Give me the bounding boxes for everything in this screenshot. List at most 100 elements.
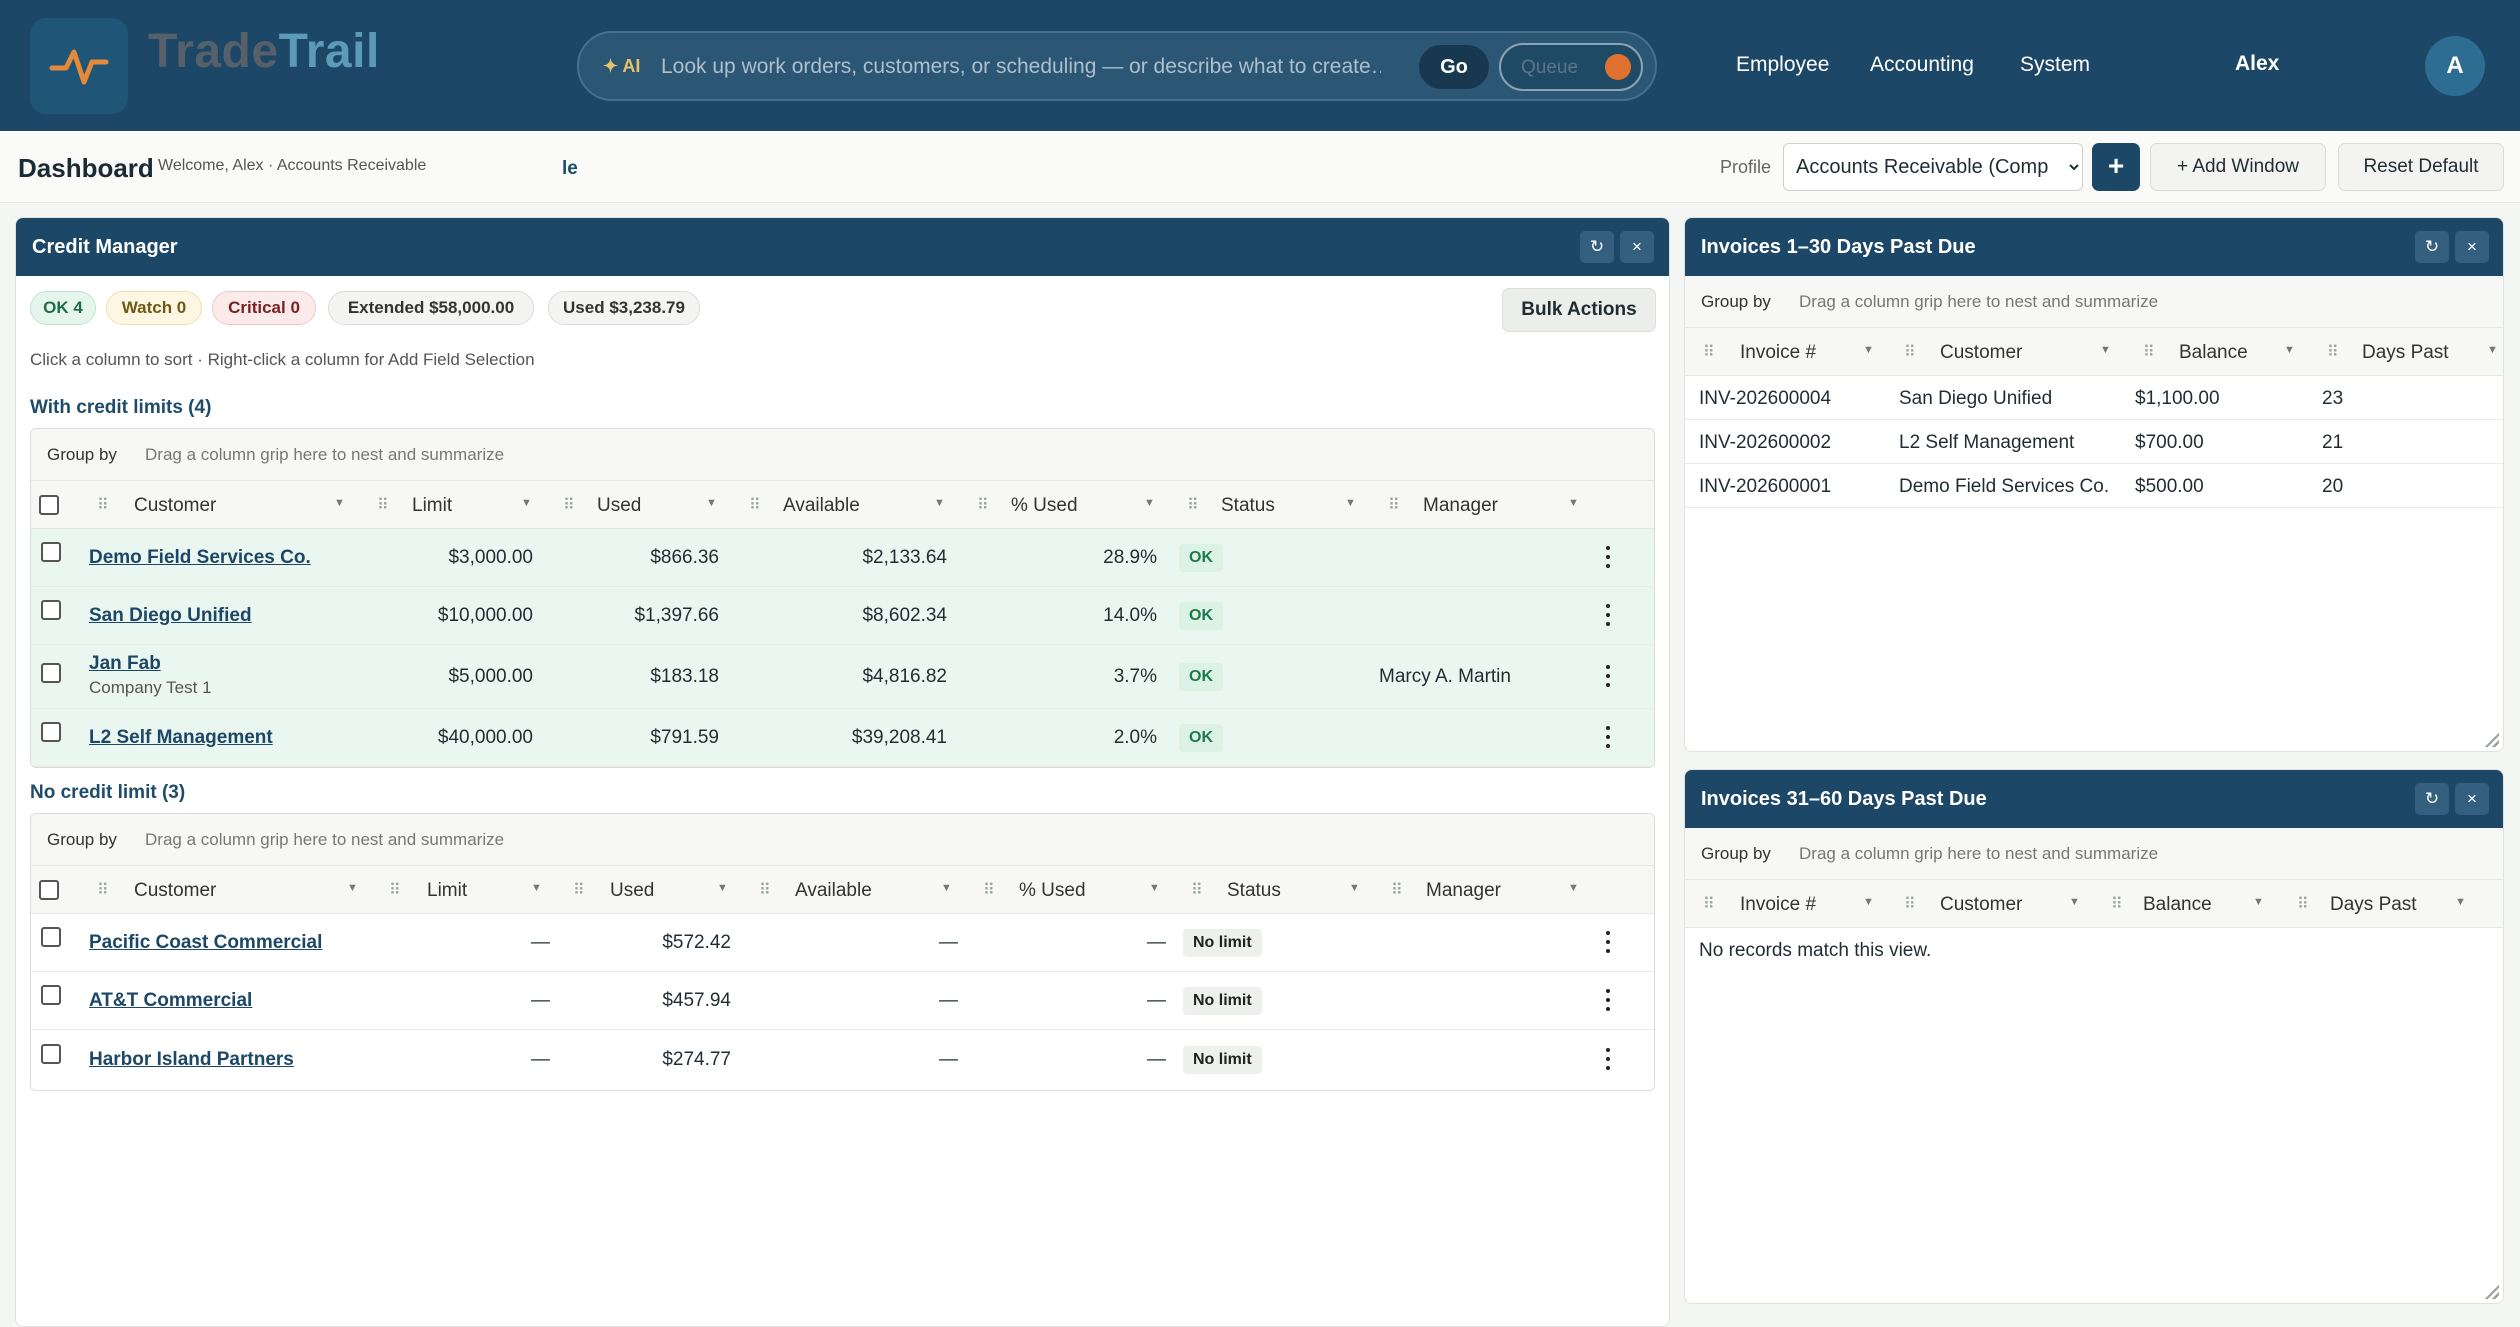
row-checkbox[interactable] — [41, 927, 61, 947]
grip-icon[interactable]: ⠿ — [97, 882, 109, 899]
group-by-dropzone[interactable]: Group by Drag a column grip here to nest… — [31, 429, 1654, 481]
row-checkbox[interactable] — [41, 985, 61, 1005]
grip-icon[interactable]: ⠿ — [2143, 344, 2155, 361]
chevron-down-icon[interactable]: ▼ — [1349, 882, 1360, 894]
row-checkbox[interactable] — [41, 722, 61, 742]
grip-icon[interactable]: ⠿ — [563, 497, 575, 514]
table-row[interactable]: Demo Field Services Co. $3,000.00 $866.3… — [31, 529, 1654, 587]
col-status[interactable]: Status — [1221, 495, 1275, 516]
select-all-checkbox[interactable] — [39, 495, 59, 515]
col-manager[interactable]: Manager — [1426, 880, 1501, 901]
refresh-icon[interactable]: ↻ — [2415, 783, 2449, 815]
col-status[interactable]: Status — [1227, 880, 1281, 901]
nav-accounting[interactable]: Accounting — [1870, 53, 1974, 76]
col-pct-used[interactable]: % Used — [1011, 495, 1078, 516]
customer-link[interactable]: San Diego Unified — [89, 605, 252, 626]
refresh-icon[interactable]: ↻ — [2415, 231, 2449, 263]
table-row[interactable]: INV-202600002 L2 Self Management $700.00… — [1685, 420, 2503, 464]
grip-icon[interactable]: ⠿ — [1904, 896, 1916, 913]
chevron-down-icon[interactable]: ▼ — [717, 882, 728, 894]
ok-chip[interactable]: OK 4 — [30, 291, 96, 325]
col-used[interactable]: Used — [610, 880, 655, 901]
invoice-number[interactable]: INV-202600004 — [1699, 388, 1832, 409]
chevron-down-icon[interactable]: ▼ — [2455, 896, 2466, 908]
table-row[interactable]: INV-202600004 San Diego Unified $1,100.0… — [1685, 376, 2503, 420]
col-available[interactable]: Available — [783, 495, 860, 516]
col-available[interactable]: Available — [795, 880, 872, 901]
grip-icon[interactable]: ⠿ — [1904, 344, 1916, 361]
truncated-tab[interactable]: le — [562, 158, 578, 179]
table-row[interactable]: AT&T Commercial — $457.94 — — No limit — [31, 972, 1654, 1030]
grip-icon[interactable]: ⠿ — [2327, 344, 2339, 361]
chevron-down-icon[interactable]: ▼ — [2253, 896, 2264, 908]
more-icon[interactable] — [1604, 546, 1612, 573]
grip-icon[interactable]: ⠿ — [1703, 896, 1715, 913]
more-icon[interactable] — [1604, 604, 1612, 631]
col-invoice[interactable]: Invoice # — [1740, 342, 1817, 363]
chevron-down-icon[interactable]: ▼ — [2284, 344, 2295, 356]
add-profile-button[interactable]: + — [2092, 143, 2140, 191]
grip-icon[interactable]: ⠿ — [983, 882, 995, 899]
col-customer[interactable]: Customer — [1940, 894, 2023, 915]
chevron-down-icon[interactable]: ▼ — [334, 497, 345, 509]
nav-system[interactable]: System — [2020, 53, 2091, 76]
nav-employee[interactable]: Employee — [1736, 53, 1830, 76]
more-icon[interactable] — [1604, 665, 1612, 692]
profile-select[interactable]: Accounts Receivable (Comp — [1783, 143, 2083, 191]
col-used[interactable]: Used — [597, 495, 642, 516]
grip-icon[interactable]: ⠿ — [1187, 497, 1199, 514]
group-by-dropzone[interactable]: Group by Drag a column grip here to nest… — [1685, 828, 2503, 880]
bulk-actions-button[interactable]: Bulk Actions — [1502, 288, 1656, 332]
add-window-button[interactable]: + Add Window — [2150, 143, 2326, 191]
col-pct-used[interactable]: % Used — [1019, 880, 1086, 901]
customer-link[interactable]: Pacific Coast Commercial — [89, 932, 323, 953]
grip-icon[interactable]: ⠿ — [1391, 882, 1403, 899]
resize-handle[interactable] — [2483, 731, 2499, 747]
refresh-icon[interactable]: ↻ — [1580, 231, 1614, 263]
close-icon[interactable]: × — [2455, 783, 2489, 815]
go-button[interactable]: Go — [1419, 45, 1489, 89]
search-input[interactable] — [661, 47, 1381, 87]
row-checkbox[interactable] — [41, 1044, 61, 1064]
customer-link[interactable]: AT&T Commercial — [89, 990, 253, 1011]
chevron-down-icon[interactable]: ▼ — [1863, 896, 1874, 908]
more-icon[interactable] — [1604, 989, 1612, 1016]
grip-icon[interactable]: ⠿ — [977, 497, 989, 514]
chevron-down-icon[interactable]: ▼ — [521, 497, 532, 509]
chevron-down-icon[interactable]: ▼ — [347, 882, 358, 894]
grip-icon[interactable]: ⠿ — [749, 497, 761, 514]
chevron-down-icon[interactable]: ▼ — [531, 882, 542, 894]
col-manager[interactable]: Manager — [1423, 495, 1498, 516]
close-icon[interactable]: × — [2455, 231, 2489, 263]
select-all-checkbox[interactable] — [39, 880, 59, 900]
grip-icon[interactable]: ⠿ — [377, 497, 389, 514]
col-balance[interactable]: Balance — [2179, 342, 2248, 363]
invoice-number[interactable]: INV-202600002 — [1699, 432, 1832, 453]
chevron-down-icon[interactable]: ▼ — [941, 882, 952, 894]
more-icon[interactable] — [1604, 1048, 1612, 1075]
chevron-down-icon[interactable]: ▼ — [1149, 882, 1160, 894]
chevron-down-icon[interactable]: ▼ — [1863, 344, 1874, 356]
group-by-dropzone[interactable]: Group by Drag a column grip here to nest… — [31, 814, 1654, 866]
col-customer[interactable]: Customer — [134, 880, 217, 901]
chevron-down-icon[interactable]: ▼ — [2069, 896, 2080, 908]
grip-icon[interactable]: ⠿ — [1703, 344, 1715, 361]
invoice-number[interactable]: INV-202600001 — [1699, 476, 1832, 497]
avatar[interactable]: A — [2425, 36, 2485, 96]
col-days-past[interactable]: Days Past — [2330, 894, 2417, 915]
chevron-down-icon[interactable]: ▼ — [2487, 344, 2498, 356]
grip-icon[interactable]: ⠿ — [759, 882, 771, 899]
chevron-down-icon[interactable]: ▼ — [1144, 497, 1155, 509]
table-row[interactable]: Harbor Island Partners — $274.77 — — No … — [31, 1030, 1654, 1090]
grip-icon[interactable]: ⠿ — [2297, 896, 2309, 913]
user-name[interactable]: Alex — [2235, 52, 2280, 75]
table-row[interactable]: San Diego Unified $10,000.00 $1,397.66 $… — [31, 587, 1654, 645]
grip-icon[interactable]: ⠿ — [2111, 896, 2123, 913]
col-customer[interactable]: Customer — [134, 495, 217, 516]
customer-link[interactable]: Demo Field Services Co. — [89, 547, 311, 568]
resize-handle[interactable] — [2483, 1283, 2499, 1299]
grip-icon[interactable]: ⠿ — [1388, 497, 1400, 514]
table-row[interactable]: INV-202600001 Demo Field Services Co. $5… — [1685, 464, 2503, 508]
grip-icon[interactable]: ⠿ — [1191, 882, 1203, 899]
chevron-down-icon[interactable]: ▼ — [706, 497, 717, 509]
